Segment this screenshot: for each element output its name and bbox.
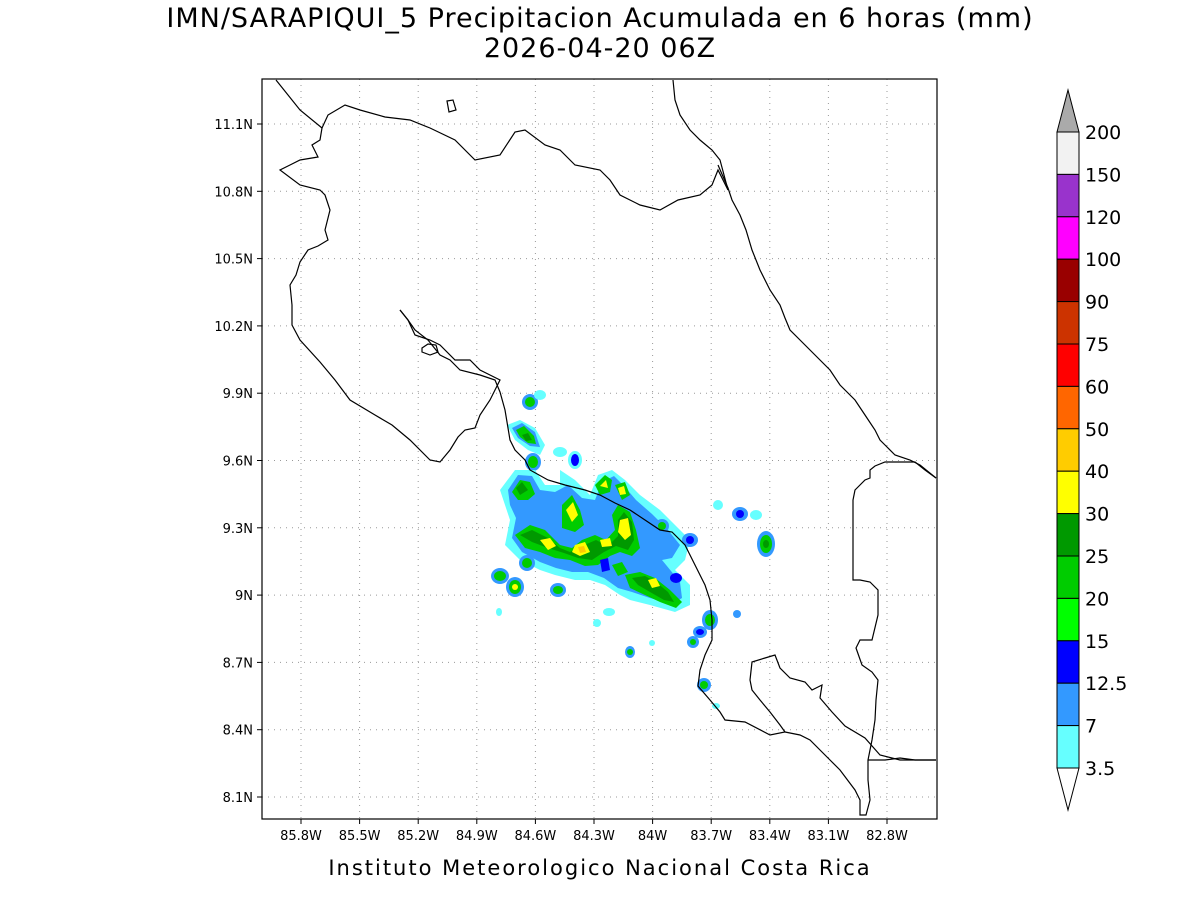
colorbar-label: 100 bbox=[1085, 249, 1121, 271]
colorbar-under-arrow bbox=[1056, 767, 1080, 812]
lat-tick-label: 10.5N bbox=[214, 253, 253, 268]
lat-tick-label: 8.1N bbox=[223, 791, 253, 806]
lon-tick-label: 83.4W bbox=[749, 829, 791, 844]
lon-tick-label: 84.6W bbox=[514, 829, 556, 844]
colorbar-label: 12.5 bbox=[1085, 673, 1127, 695]
lon-tick-label: 82.8W bbox=[866, 829, 908, 844]
map-title: IMN/SARAPIQUI_5 Precipitacion Acumulada … bbox=[166, 3, 1034, 34]
lon-tick-label: 85.8W bbox=[280, 829, 322, 844]
coastlines bbox=[275, 79, 937, 816]
colorbar-label: 15 bbox=[1085, 631, 1109, 653]
colorbar-legend: 200 150 120 100 90 75 60 50 40 30 25 20 15 12.5 7 3.5 bbox=[1056, 88, 1127, 812]
lat-tick-label: 8.7N bbox=[223, 656, 253, 671]
rain-cell bbox=[525, 453, 541, 471]
colorbar-swatch bbox=[1056, 597, 1080, 642]
latitude-axis: 11.1N 10.8N 10.5N 10.2N 9.9N 9.6N 9.3N 9N 8.7N 8.… bbox=[214, 118, 253, 806]
lat-tick-label: 11.1N bbox=[214, 118, 253, 133]
rain-cell bbox=[553, 447, 582, 469]
colorbar-swatch bbox=[1056, 682, 1080, 727]
lat-tick-label: 10.2N bbox=[214, 320, 253, 335]
colorbar-label: 20 bbox=[1085, 588, 1109, 610]
colorbar-swatch bbox=[1056, 513, 1080, 557]
longitude-axis: 85.8W 85.5W 85.2W 84.9W 84.6W 84.3W 84W 83.7W 83… bbox=[280, 829, 908, 844]
rain-band-main bbox=[500, 470, 690, 612]
colorbar-swatch bbox=[1056, 216, 1080, 260]
colorbar-label: 90 bbox=[1085, 292, 1109, 314]
map-subtitle: 2026-04-20 06Z bbox=[483, 33, 717, 64]
lon-tick-label: 84.9W bbox=[456, 829, 498, 844]
colorbar-label: 200 bbox=[1085, 122, 1121, 144]
colorbar-label: 30 bbox=[1085, 504, 1109, 526]
colorbar-swatch bbox=[1056, 385, 1080, 430]
colorbar-label: 50 bbox=[1085, 419, 1109, 441]
lon-tick-label: 84.3W bbox=[573, 829, 615, 844]
lat-tick-label: 9.9N bbox=[223, 387, 253, 402]
colorbar-swatch bbox=[1056, 470, 1080, 515]
rain-cell bbox=[491, 555, 635, 658]
colorbar-label: 120 bbox=[1085, 207, 1121, 229]
colorbar-swatch bbox=[1056, 258, 1080, 303]
colorbar-swatch bbox=[1056, 343, 1080, 387]
colorbar-label: 150 bbox=[1085, 164, 1121, 186]
lat-tick-label: 9N bbox=[235, 589, 253, 604]
colorbar-label: 60 bbox=[1085, 376, 1109, 398]
colorbar-swatch bbox=[1056, 640, 1080, 684]
lon-tick-label: 85.2W bbox=[397, 829, 439, 844]
colorbar-swatch bbox=[1056, 173, 1080, 218]
colorbar-swatch bbox=[1056, 555, 1080, 599]
lat-tick-label: 9.6N bbox=[223, 455, 253, 470]
lon-tick-label: 84W bbox=[638, 829, 668, 844]
colorbar-swatch bbox=[1056, 301, 1080, 345]
lon-tick-label: 83.7W bbox=[690, 829, 732, 844]
map-frame bbox=[261, 78, 938, 820]
lat-tick-label: 9.3N bbox=[223, 522, 253, 537]
colorbar-swatch bbox=[1056, 131, 1080, 175]
lat-tick-label: 10.8N bbox=[214, 185, 253, 200]
colorbar-label: 7 bbox=[1085, 716, 1097, 738]
lon-tick-label: 83.1W bbox=[807, 829, 849, 844]
colorbar-over-arrow bbox=[1056, 88, 1080, 133]
credit-text: Instituto Meteorologico Nacional Costa R… bbox=[328, 856, 872, 880]
lat-tick-label: 8.4N bbox=[223, 724, 253, 739]
colorbar-swatch bbox=[1056, 725, 1080, 769]
rain-cell bbox=[522, 390, 546, 410]
colorbar-label: 25 bbox=[1085, 546, 1109, 568]
precipitation-field bbox=[491, 390, 775, 709]
rain-cell bbox=[507, 420, 545, 455]
colorbar-label: 75 bbox=[1085, 334, 1109, 356]
colorbar-label: 3.5 bbox=[1085, 758, 1115, 780]
map-gridlines bbox=[262, 79, 937, 819]
colorbar-label: 40 bbox=[1085, 461, 1109, 483]
lon-tick-label: 85.5W bbox=[339, 829, 381, 844]
colorbar-swatch bbox=[1056, 428, 1080, 472]
